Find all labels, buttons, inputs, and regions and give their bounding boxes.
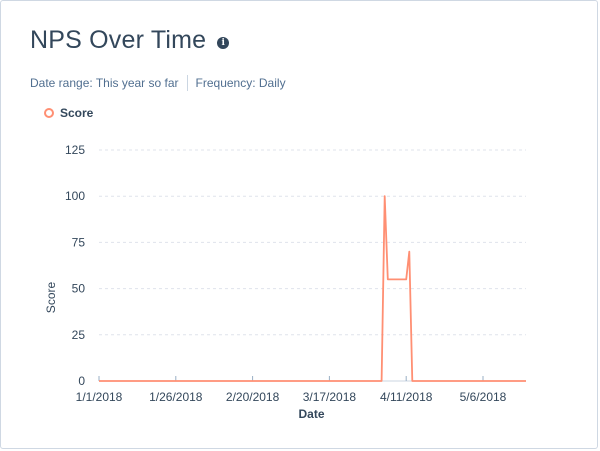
info-icon[interactable]: i [217,36,230,49]
date-range-filter[interactable]: Date range: This year so far [30,76,179,90]
x-tick-label: 5/6/2018 [460,390,507,404]
legend-marker-icon [44,108,54,118]
chart-title: NPS Over Time [30,26,207,54]
y-tick-label: 25 [72,328,86,342]
x-tick-label: 3/17/2018 [303,390,357,404]
y-tick-label: 125 [65,143,85,157]
axis-labels: 0 25 50 75 100 125 1/1/2018 1/26/2018 2/20/2018 3… [44,143,507,421]
y-tick-label: 75 [72,235,86,249]
filter-divider [186,75,188,91]
frequency-filter[interactable]: Frequency: Daily [195,76,286,90]
x-tick-label: 1/1/2018 [76,390,123,404]
series-layer [99,195,526,382]
legend-label: Score [60,106,94,120]
y-tick-label: 50 [72,282,86,296]
title-row: NPS Over Time i [30,26,230,55]
x-tick-label: 2/20/2018 [226,390,280,404]
y-tick-label: 0 [78,374,85,388]
chart-legend[interactable]: Score [44,106,93,120]
series-line-score [99,195,526,382]
report-filters: Date range: This year so far Frequency: … [30,75,286,91]
y-tick-label: 100 [65,189,85,203]
y-axis-title: Score [44,282,58,314]
grid-lines [99,149,526,336]
x-tick-label: 1/26/2018 [149,390,203,404]
x-tick-label: 4/11/2018 [380,390,433,404]
x-axis-title: Date [298,407,324,421]
